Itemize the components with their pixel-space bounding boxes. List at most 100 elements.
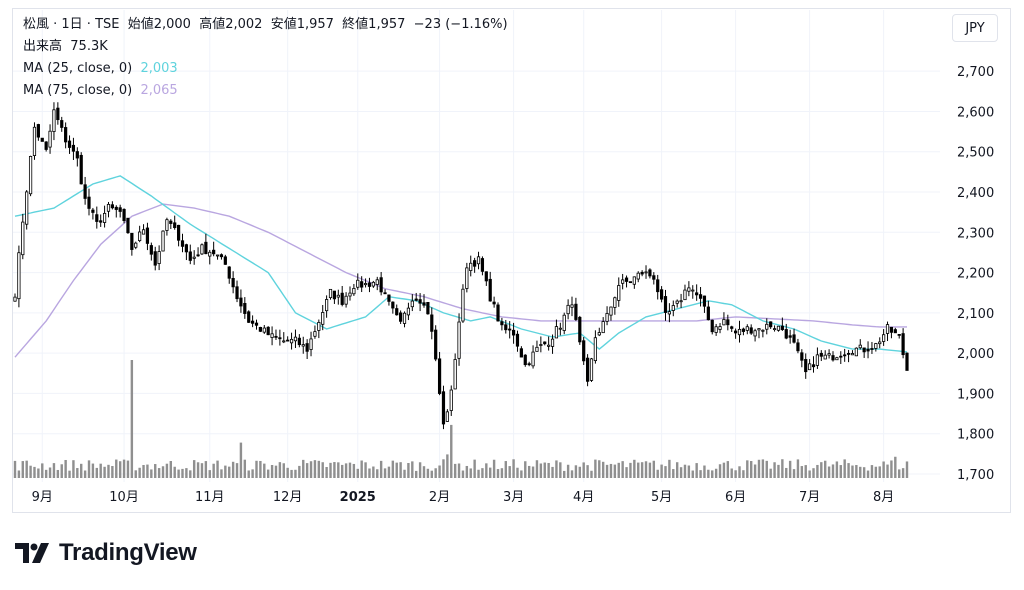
candle-body — [301, 344, 305, 347]
volume-bar — [707, 469, 710, 478]
ma25-path — [14, 175, 908, 353]
candle-body — [504, 324, 508, 331]
volume-bar — [547, 462, 550, 478]
time-tick-label: 8月 — [873, 490, 894, 505]
volume-bar — [118, 461, 122, 478]
volume-bar — [570, 470, 574, 478]
candle-body — [75, 151, 79, 159]
candle-body — [188, 251, 192, 261]
candle-body — [589, 358, 594, 381]
volume-bar — [383, 468, 387, 478]
candle-body — [13, 296, 17, 302]
volume-bar — [173, 466, 176, 478]
volume-bar — [539, 463, 543, 478]
candle-body — [753, 330, 757, 337]
candle-body — [850, 353, 855, 356]
candle-body — [247, 311, 251, 323]
volume-bar — [855, 465, 858, 478]
candlestick-series — [13, 102, 909, 430]
volume-bar — [407, 462, 410, 478]
candle-body — [184, 244, 188, 253]
price-tick-label: 1,900 — [957, 387, 994, 402]
candle-body — [539, 344, 543, 346]
volume-bar — [224, 465, 227, 478]
volume-bar — [734, 470, 737, 478]
volume-bar — [453, 463, 457, 478]
volume-bar — [150, 469, 153, 478]
candle-body — [839, 355, 843, 358]
candle-body — [480, 258, 485, 272]
volume-bar — [340, 464, 344, 478]
volume-bar — [317, 460, 321, 478]
volume-bar — [703, 465, 706, 478]
legend-ma75[interactable]: MA (75, close, 0) 2,065 — [23, 82, 178, 100]
price-tick-label: 2,300 — [957, 226, 994, 241]
volume-bar — [862, 467, 866, 478]
currency-button[interactable]: JPY — [952, 14, 998, 42]
volume-bar — [37, 468, 40, 478]
ma75-label: MA (75, close, 0) — [23, 83, 133, 98]
volume-bar — [91, 463, 95, 478]
candle-body — [858, 344, 862, 349]
candle-body — [761, 329, 765, 332]
volume-bar — [578, 466, 582, 478]
volume-bar — [391, 460, 395, 478]
volume-bar — [278, 462, 282, 478]
price-tick-label: 2,500 — [957, 146, 994, 161]
volume-bar — [130, 360, 134, 478]
candle-body — [866, 348, 870, 352]
candle-body — [831, 355, 835, 361]
candle-body — [196, 254, 200, 257]
candle-body — [570, 304, 574, 308]
legend-ma25[interactable]: MA (25, close, 0) 2,003 — [23, 60, 178, 78]
ma25-label: MA (25, close, 0) — [23, 61, 133, 76]
candle-body — [52, 109, 56, 132]
volume-bar — [376, 469, 379, 478]
price-axis[interactable]: 1,700 1,800 1,900 2,000 2,100 2,200 2,300 2,400… — [957, 65, 994, 483]
volume-bar — [25, 460, 28, 478]
candle-body — [106, 203, 111, 212]
volume-bar — [574, 465, 578, 478]
time-axis[interactable]: 9月 10月 11月 12月 2025 2月 3月 4月 5月 6月 7月 8月 — [32, 490, 895, 505]
candle-body — [624, 277, 629, 282]
volume-bar — [115, 459, 118, 478]
volume-bar — [785, 467, 788, 478]
volume-bar — [695, 463, 698, 478]
candle-body — [792, 334, 796, 343]
tradingview-logo[interactable]: TradingView — [15, 538, 197, 568]
volume-bar — [196, 462, 200, 478]
volume-bar — [683, 464, 687, 478]
candle-body — [379, 277, 383, 293]
candle-body — [402, 312, 407, 324]
volume-bar — [598, 460, 601, 478]
volume-bar — [344, 463, 348, 478]
volume-bar — [255, 460, 258, 478]
candle-body — [901, 333, 905, 356]
volume-bar — [418, 462, 422, 478]
volume-bar — [640, 462, 644, 478]
volume-bar — [882, 461, 885, 478]
volume-bar — [446, 454, 449, 478]
volume-bar — [644, 461, 648, 478]
candle-body — [878, 341, 882, 345]
candle-body — [846, 352, 851, 355]
volume-bar — [851, 465, 854, 478]
volume-bar — [426, 468, 430, 478]
volume-bar — [411, 461, 414, 478]
volume-bar — [235, 463, 239, 478]
volume-bar — [200, 463, 204, 478]
candle-body — [363, 283, 368, 286]
candle-body — [262, 327, 266, 333]
volume-bar — [746, 460, 749, 478]
volume-bar — [898, 469, 901, 478]
candle-body — [885, 324, 890, 334]
volume-bar — [535, 460, 539, 478]
volume-bar — [543, 462, 546, 478]
ma75-path — [14, 203, 907, 358]
candle-body — [726, 319, 730, 326]
volume-bar — [765, 460, 768, 478]
candle-body — [138, 231, 142, 242]
candle-body — [173, 222, 177, 228]
volume-bar — [901, 468, 905, 478]
